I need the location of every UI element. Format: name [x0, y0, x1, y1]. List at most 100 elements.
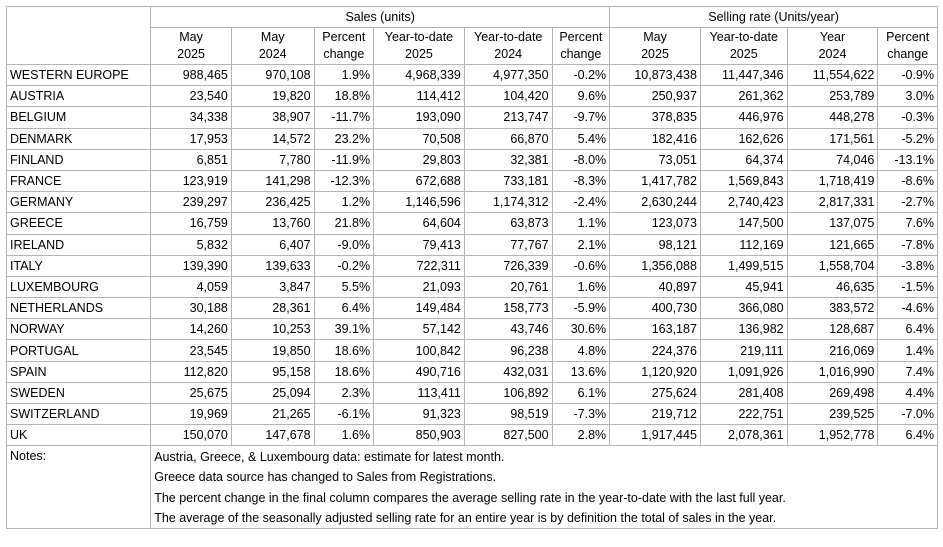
value-cell: 4.8% [551, 339, 611, 362]
column-header-line: May [643, 30, 667, 44]
value-cell: 40,897 [609, 275, 701, 299]
value-cell: -9.0% [313, 233, 375, 256]
value-cell: 7.6% [877, 212, 938, 235]
note-row: Greece data source has changed to Sales … [7, 466, 938, 488]
value-cell: 141,298 [230, 169, 315, 193]
table-row: PORTUGAL 23,545 19,850 18.6% 100,842 96,238 4.… [5, 339, 938, 362]
value-cell: 114,412 [373, 85, 465, 108]
column-header: May 2024 [230, 27, 315, 65]
note-row: The percent change in the final column c… [7, 487, 938, 508]
value-cell: -5.9% [551, 297, 611, 320]
value-cell: 9.6% [551, 85, 611, 108]
value-cell: 32,381 [463, 148, 553, 171]
value-cell: 1,718,419 [786, 169, 879, 193]
table-row: WESTERN EUROPE 988,465 970,108 1.9% 4,968,33… [5, 63, 938, 87]
value-cell: 23.2% [313, 127, 375, 150]
value-cell: 79,413 [373, 233, 465, 256]
value-cell: 988,465 [150, 63, 232, 87]
value-cell: 219,111 [699, 339, 788, 362]
value-cell: 14,260 [150, 318, 232, 341]
value-cell: 158,773 [463, 297, 553, 320]
value-cell: 7,780 [230, 148, 315, 171]
value-cell: 113,411 [373, 381, 465, 405]
value-cell: 29,803 [373, 148, 465, 171]
table-row: GREECE 16,759 13,760 21.8% 64,604 63,873 1.1% 1… [5, 212, 938, 235]
notes-label: Notes: [5, 445, 151, 530]
value-cell: 112,169 [699, 233, 788, 256]
note-text: Austria, Greece, & Luxembourg data: esti… [150, 445, 938, 467]
value-cell: 171,561 [786, 127, 879, 150]
value-cell: 275,624 [609, 381, 701, 405]
value-cell: 1.9% [313, 63, 375, 87]
value-cell: -9.7% [551, 106, 611, 129]
value-cell: -11.9% [313, 148, 375, 171]
table-row: UK 150,070 147,678 1.6% 850,903 827,500 2.8% 1,… [5, 424, 938, 447]
country-cell: SWEDEN [5, 381, 152, 405]
value-cell: -0.2% [313, 254, 375, 277]
value-cell: 39.1% [313, 318, 375, 341]
value-cell: 2,630,244 [609, 191, 701, 214]
country-cell: FRANCE [5, 169, 152, 193]
country-cell: UK [5, 424, 152, 447]
value-cell: 139,633 [230, 254, 315, 277]
value-cell: 2,078,361 [699, 424, 788, 447]
note-row: The average of the seasonally adjusted s… [7, 507, 938, 530]
value-cell: -8.3% [551, 169, 611, 193]
value-cell: 38,907 [230, 106, 315, 129]
column-header-line: Percent [886, 30, 930, 44]
country-cell: NETHERLANDS [5, 297, 152, 320]
value-cell: 827,500 [463, 424, 553, 447]
column-header-line: 2025 [177, 47, 205, 61]
value-cell: 281,408 [699, 381, 788, 405]
value-cell: 490,716 [373, 360, 465, 383]
country-cell: BELGIUM [5, 106, 152, 129]
value-cell: 77,767 [463, 233, 553, 256]
value-cell: 432,031 [463, 360, 553, 383]
column-header-line: Year-to-date [384, 30, 454, 44]
value-cell: 733,181 [463, 169, 553, 193]
value-cell: -8.6% [877, 169, 938, 193]
value-cell: 5.5% [313, 275, 375, 299]
country-cell: GERMANY [5, 191, 152, 214]
value-cell: 21.8% [313, 212, 375, 235]
table-row: NORWAY 14,260 10,253 39.1% 57,142 43,746 30.6%… [5, 318, 938, 341]
table-row: BELGIUM 34,338 38,907 -11.7% 193,090 213,747-… [5, 106, 938, 129]
value-cell: 23,540 [150, 85, 232, 108]
value-cell: 96,238 [463, 339, 553, 362]
table-row: AUSTRIA 23,540 19,820 18.8% 114,412 104,420 9.… [5, 85, 938, 108]
column-header: Year 2024 [786, 27, 879, 65]
value-cell: 91,323 [373, 402, 465, 426]
country-cell: WESTERN EUROPE [5, 63, 152, 87]
value-cell: 18.6% [313, 339, 375, 362]
value-cell: 6.4% [877, 424, 938, 447]
column-header-line: 2025 [729, 47, 758, 61]
value-cell: 4,059 [150, 275, 232, 299]
column-header-line: change [560, 47, 602, 61]
value-cell: 20,761 [463, 275, 553, 299]
value-cell: 400,730 [609, 297, 701, 320]
value-cell: 1.2% [313, 191, 375, 214]
value-cell: 6,407 [230, 233, 315, 256]
country-cell: SPAIN [5, 360, 152, 383]
value-cell: 216,069 [786, 339, 879, 362]
value-cell: -6.1% [313, 402, 375, 426]
value-cell: 1,120,920 [609, 360, 701, 383]
note-text: The percent change in the final column c… [150, 487, 938, 508]
column-header-row: May 2025 May 2024 Percent change Year-to-date 2… [7, 27, 938, 65]
group-header-row: Sales (units) Selling rate (Units/year) [5, 6, 938, 65]
value-cell: 2,817,331 [786, 191, 879, 214]
column-header: May 2025 [150, 27, 232, 65]
value-cell: 250,937 [609, 85, 701, 108]
value-cell: 448,278 [786, 106, 879, 129]
value-cell: 137,075 [786, 212, 879, 235]
value-cell: 850,903 [373, 424, 465, 447]
column-header: Percent change [877, 27, 938, 65]
value-cell: 70,508 [373, 127, 465, 150]
table-row: SWITZERLAND 19,969 21,265 -6.1% 91,323 98,519… [5, 402, 938, 426]
country-cell: SWITZERLAND [5, 402, 152, 426]
value-cell: 95,158 [230, 360, 315, 383]
value-cell: 1.6% [551, 275, 611, 299]
value-cell: 1,569,843 [699, 169, 788, 193]
value-cell: 106,892 [463, 381, 553, 405]
column-header-line: 2025 [405, 47, 433, 61]
